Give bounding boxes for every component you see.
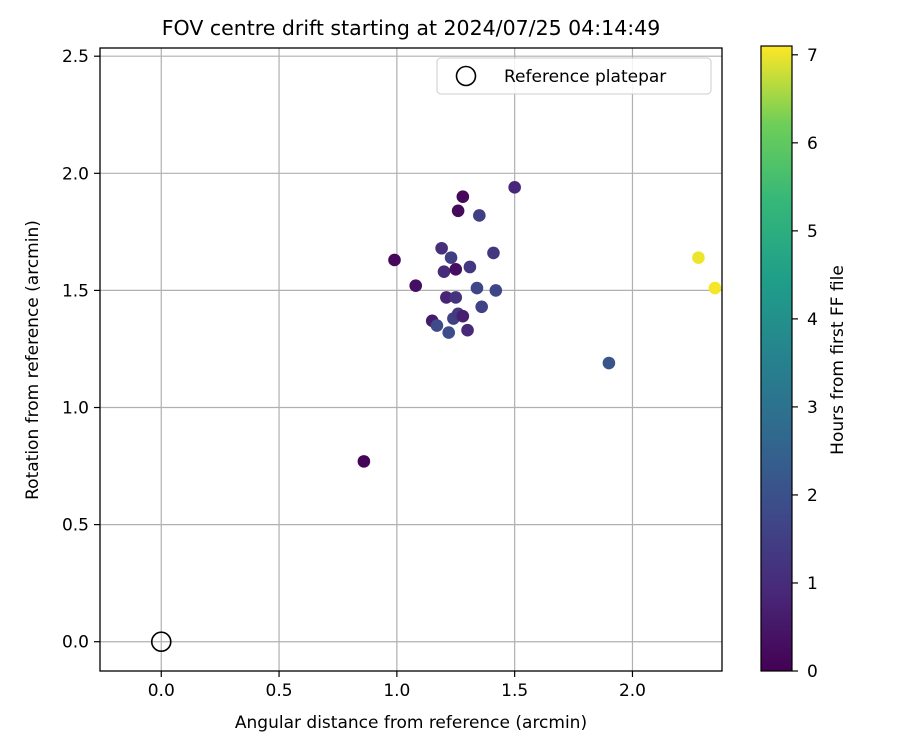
y-tick-label: 1.5	[62, 281, 89, 301]
data-point	[409, 279, 423, 293]
y-tick-label: 0.0	[62, 633, 89, 653]
legend: Reference platepar	[436, 57, 712, 95]
data-points	[357, 181, 722, 468]
data-point	[508, 181, 521, 194]
plot-frame	[99, 47, 723, 672]
data-point	[435, 241, 448, 255]
data-point	[456, 309, 470, 323]
data-point	[475, 300, 488, 314]
data-point	[388, 253, 401, 267]
x-axis-label: Angular distance from reference (arcmin)	[235, 713, 587, 733]
data-point	[440, 291, 453, 304]
data-point	[473, 209, 486, 222]
data-point	[692, 251, 705, 264]
x-tick-label: 2.0	[619, 681, 646, 701]
data-point	[708, 281, 722, 295]
x-tick-label: 1.5	[501, 681, 528, 701]
legend-hollow-circle-icon	[455, 65, 477, 87]
data-point	[487, 246, 500, 260]
data-point	[456, 190, 470, 204]
colorbar: 0 1 2 3 4 5 6 7 Hours from first FF file	[760, 45, 848, 682]
colorbar-tick-label: 4	[807, 310, 818, 330]
data-point	[449, 263, 463, 276]
data-point	[489, 284, 503, 297]
x-tick-label: 0.5	[266, 681, 293, 701]
x-axis: 0.0 0.5 1.0 1.5 2.0	[148, 671, 646, 701]
x-tick-label: 1.0	[383, 681, 410, 701]
x-tick-label: 0.0	[148, 681, 175, 701]
colorbar-tick-label: 7	[807, 46, 818, 66]
colorbar-frame	[760, 45, 793, 672]
data-point	[437, 265, 451, 278]
colorbar-tick-label: 3	[807, 398, 818, 418]
data-point	[442, 326, 455, 339]
reference-platepar-marker	[150, 631, 172, 653]
colorbar-tick-label: 0	[807, 662, 818, 682]
colorbar-tick-label: 2	[807, 486, 818, 506]
data-point	[470, 281, 484, 295]
data-point	[430, 319, 444, 332]
data-point	[463, 260, 477, 274]
data-point	[602, 356, 616, 370]
y-tick-label: 0.5	[62, 516, 89, 536]
y-tick-label: 2.5	[62, 47, 89, 67]
data-point	[449, 291, 463, 304]
y-axis: 0.0 0.5 1.0 1.5 2.0 2.5	[62, 47, 100, 653]
legend-label: Reference platepar	[504, 67, 666, 87]
colorbar-gradient	[761, 46, 792, 671]
data-point	[444, 251, 458, 264]
y-tick-label: 2.0	[62, 164, 89, 184]
plot-area: 0.0 0.5 1.0 1.5 2.0 0.0 0.5 1.0 1.5 2.0 2.5	[62, 47, 723, 701]
data-point	[357, 455, 371, 468]
chart-title: FOV centre drift starting at 2024/07/25 …	[162, 16, 661, 40]
colorbar-tick-label: 5	[807, 222, 818, 242]
legend-box	[436, 57, 712, 95]
grid-lines	[100, 48, 722, 671]
colorbar-ticks: 0 1 2 3 4 5 6 7	[792, 46, 818, 682]
data-point	[451, 204, 465, 218]
colorbar-label: Hours from first FF file	[828, 265, 848, 455]
data-point	[461, 323, 474, 337]
y-tick-label: 1.0	[62, 399, 89, 419]
colorbar-tick-label: 1	[807, 574, 818, 594]
colorbar-tick-label: 6	[807, 134, 818, 154]
plot-background	[100, 48, 722, 671]
y-axis-label: Rotation from reference (arcmin)	[23, 220, 43, 500]
